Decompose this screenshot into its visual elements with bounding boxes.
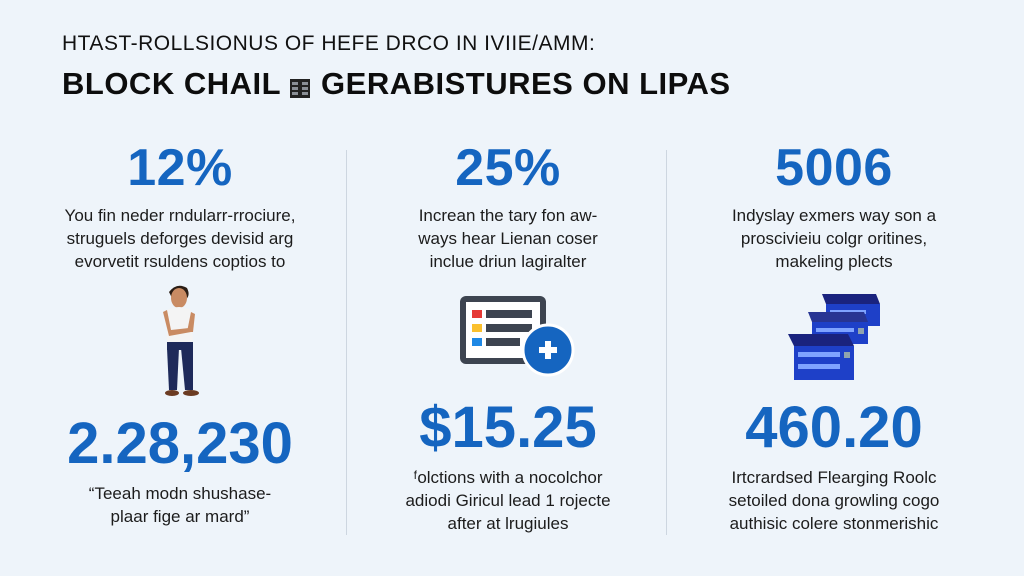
stat-column-3: 5006 Indyslay exmers way son a proscivie… (674, 138, 994, 273)
chain-block-icon (289, 72, 311, 98)
stat2-description-3: Irtcrardsed Flearging Roolc setoiled don… (674, 466, 994, 535)
infographic-subtitle: HTAST-ROLLSIONUS OF HEFE DRCO IN IVIIE/A… (62, 32, 596, 55)
desc-line: You fin neder rndularr-rrociure, (64, 206, 296, 225)
infographic-title: BLOCK CHAIL GERABISTURES ON LIPAS (62, 66, 731, 102)
stat-value-2: 25% (455, 139, 561, 197)
desc-line: Increan the tary fon aw- (418, 206, 598, 225)
stat-description-2: Increan the tary fon aw- ways hear Liena… (348, 204, 668, 273)
stat2-value-2: $15.25 (419, 395, 597, 460)
desc-line: ways hear Lienan coser (418, 229, 598, 248)
desc-line: Irtcrardsed Flearging Roolc (731, 468, 937, 487)
title-right: GERABISTURES ON LIPAS (321, 66, 731, 101)
stat2-value-1: 2.28,230 (67, 411, 293, 476)
document-add-icon (458, 292, 578, 383)
stat2-description-1: “Teeah modn shushase- plaar fige ar mard… (20, 482, 340, 528)
stat2-value-3: 460.20 (745, 395, 923, 460)
desc-line: makeling plects (775, 252, 893, 271)
desc-line: ᶠolctions with a nocolchor (413, 468, 603, 487)
stat-description-3: Indyslay exmers way son a proscivieiu co… (674, 204, 994, 273)
stat-column-2: 25% Increan the tary fon aw- ways hear L… (348, 138, 668, 273)
stat-column-1: 12% You fin neder rndularr-rrociure, str… (20, 138, 340, 273)
desc-line: plaar fige ar mard” (110, 507, 250, 526)
stat-description-1: You fin neder rndularr-rrociure, strugue… (20, 204, 340, 273)
desc-line: setoiled dona growling cogo (728, 491, 940, 510)
desc-line: after at lrugiules (447, 514, 569, 533)
desc-line: Indyslay exmers way son a (731, 206, 937, 225)
column-divider-2 (666, 150, 667, 535)
desc-line: inclue driun lagiralter (429, 252, 587, 271)
stat-value-1: 12% (127, 139, 233, 197)
desc-line: struguels deforges devisid arg (66, 229, 294, 248)
desc-line: evorvetit rsuldens coptios to (74, 252, 286, 271)
title-left: BLOCK CHAIL (62, 66, 282, 101)
column-divider-1 (346, 150, 347, 535)
stat2-description-2: ᶠolctions with a nocolchor adiodi Giricu… (348, 466, 668, 535)
person-icon (155, 282, 211, 405)
stat-value-3: 5006 (775, 139, 893, 197)
desc-line: proscivieiu colgr oritines, (740, 229, 928, 248)
desc-line: authisic colere stonmerishic (729, 514, 939, 533)
desc-line: adiodi Giricul lead 1 rojecte (405, 491, 611, 510)
desc-line: “Teeah modn shushase- (88, 484, 272, 503)
servers-icon (784, 288, 884, 393)
